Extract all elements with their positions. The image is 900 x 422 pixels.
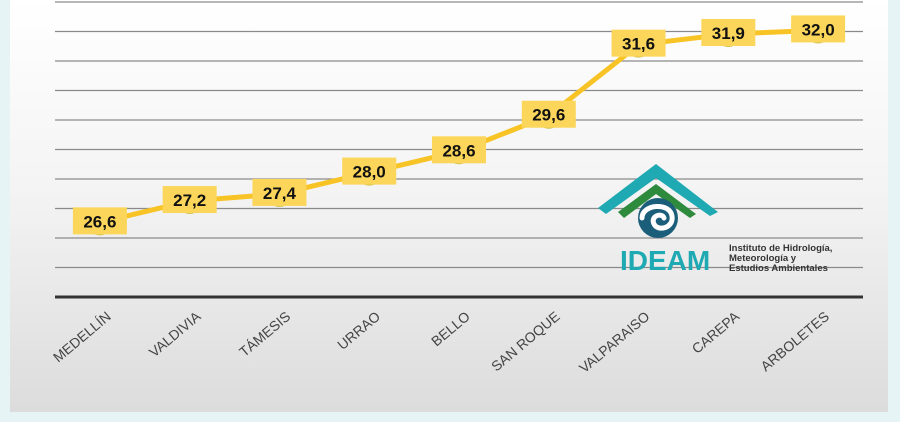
- x-tick-label: CAREPA: [689, 308, 743, 357]
- data-label: 27,4: [252, 178, 307, 206]
- data-labels: 26,6 27,2 27,4 28,0 28,6 29,6 31,6 31,9 32,0: [72, 15, 846, 235]
- data-label: 27,2: [162, 186, 217, 214]
- data-label-box: [432, 136, 486, 164]
- data-label-text: 32,0: [802, 20, 835, 39]
- data-label: 28,6: [432, 136, 486, 164]
- data-label-text: 31,6: [622, 35, 655, 54]
- logo-roof-inner-icon: [618, 184, 696, 218]
- data-label-box: [521, 100, 576, 128]
- data-label-text: 28,6: [442, 141, 475, 160]
- x-tick-label: VALPARAISO: [576, 308, 653, 376]
- data-label-box: [162, 186, 217, 214]
- data-label-text: 27,2: [173, 191, 206, 210]
- data-label-box: [342, 157, 397, 185]
- logo-subtitle-line-3: Estudios Ambientales: [729, 263, 828, 274]
- data-label: 31,6: [611, 29, 666, 57]
- logo-subtitle-line-1: Instituto de Hidrología,: [729, 243, 832, 254]
- x-tick-label: MEDELLÍN: [50, 308, 114, 365]
- data-label: 28,0: [342, 157, 397, 185]
- logo-wave-icon: [639, 204, 675, 231]
- x-tick-label: SAN ROQUE: [488, 308, 563, 374]
- data-label-box: [252, 178, 307, 206]
- x-tick-label: TÁMESIS: [236, 308, 293, 360]
- logo-name: IDEAM: [620, 245, 710, 276]
- data-label-text: 31,9: [712, 24, 745, 43]
- data-label-box: [72, 207, 127, 235]
- data-label-box: [611, 29, 666, 57]
- data-label: 26,6: [72, 207, 127, 235]
- x-tick-label: BELLO: [428, 308, 473, 349]
- data-label-text: 27,4: [263, 184, 297, 203]
- chart-area: 26,6 27,2 27,4 28,0 28,6 29,6 31,6 31,9 32,0 MED…: [10, 0, 888, 412]
- logo-subtitle-line-2: Meteorología y: [729, 253, 797, 264]
- data-label: 29,6: [521, 100, 576, 128]
- x-tick-label: VALDIVIA: [146, 308, 204, 361]
- line-chart: 26,6 27,2 27,4 28,0 28,6 29,6 31,6 31,9 32,0 MED…: [50, 1, 863, 376]
- data-label: 31,9: [701, 18, 756, 46]
- logo-roof-icon: [598, 164, 718, 216]
- data-label-text: 29,6: [532, 106, 565, 125]
- x-tick-label: URRAO: [334, 308, 383, 353]
- data-label-box: [701, 18, 756, 46]
- data-label-box: [791, 15, 846, 43]
- category-labels: MEDELLÍN VALDIVIA TÁMESIS URRAO BELLO SAN ROQ…: [50, 308, 832, 376]
- data-label: 32,0: [791, 15, 846, 43]
- data-label-text: 28,0: [353, 163, 386, 182]
- x-tick-label: ARBOLETES: [757, 308, 832, 374]
- ideam-logo: IDEAM Instituto de Hidrología, Meteorolo…: [598, 164, 832, 276]
- data-label-text: 26,6: [83, 212, 116, 231]
